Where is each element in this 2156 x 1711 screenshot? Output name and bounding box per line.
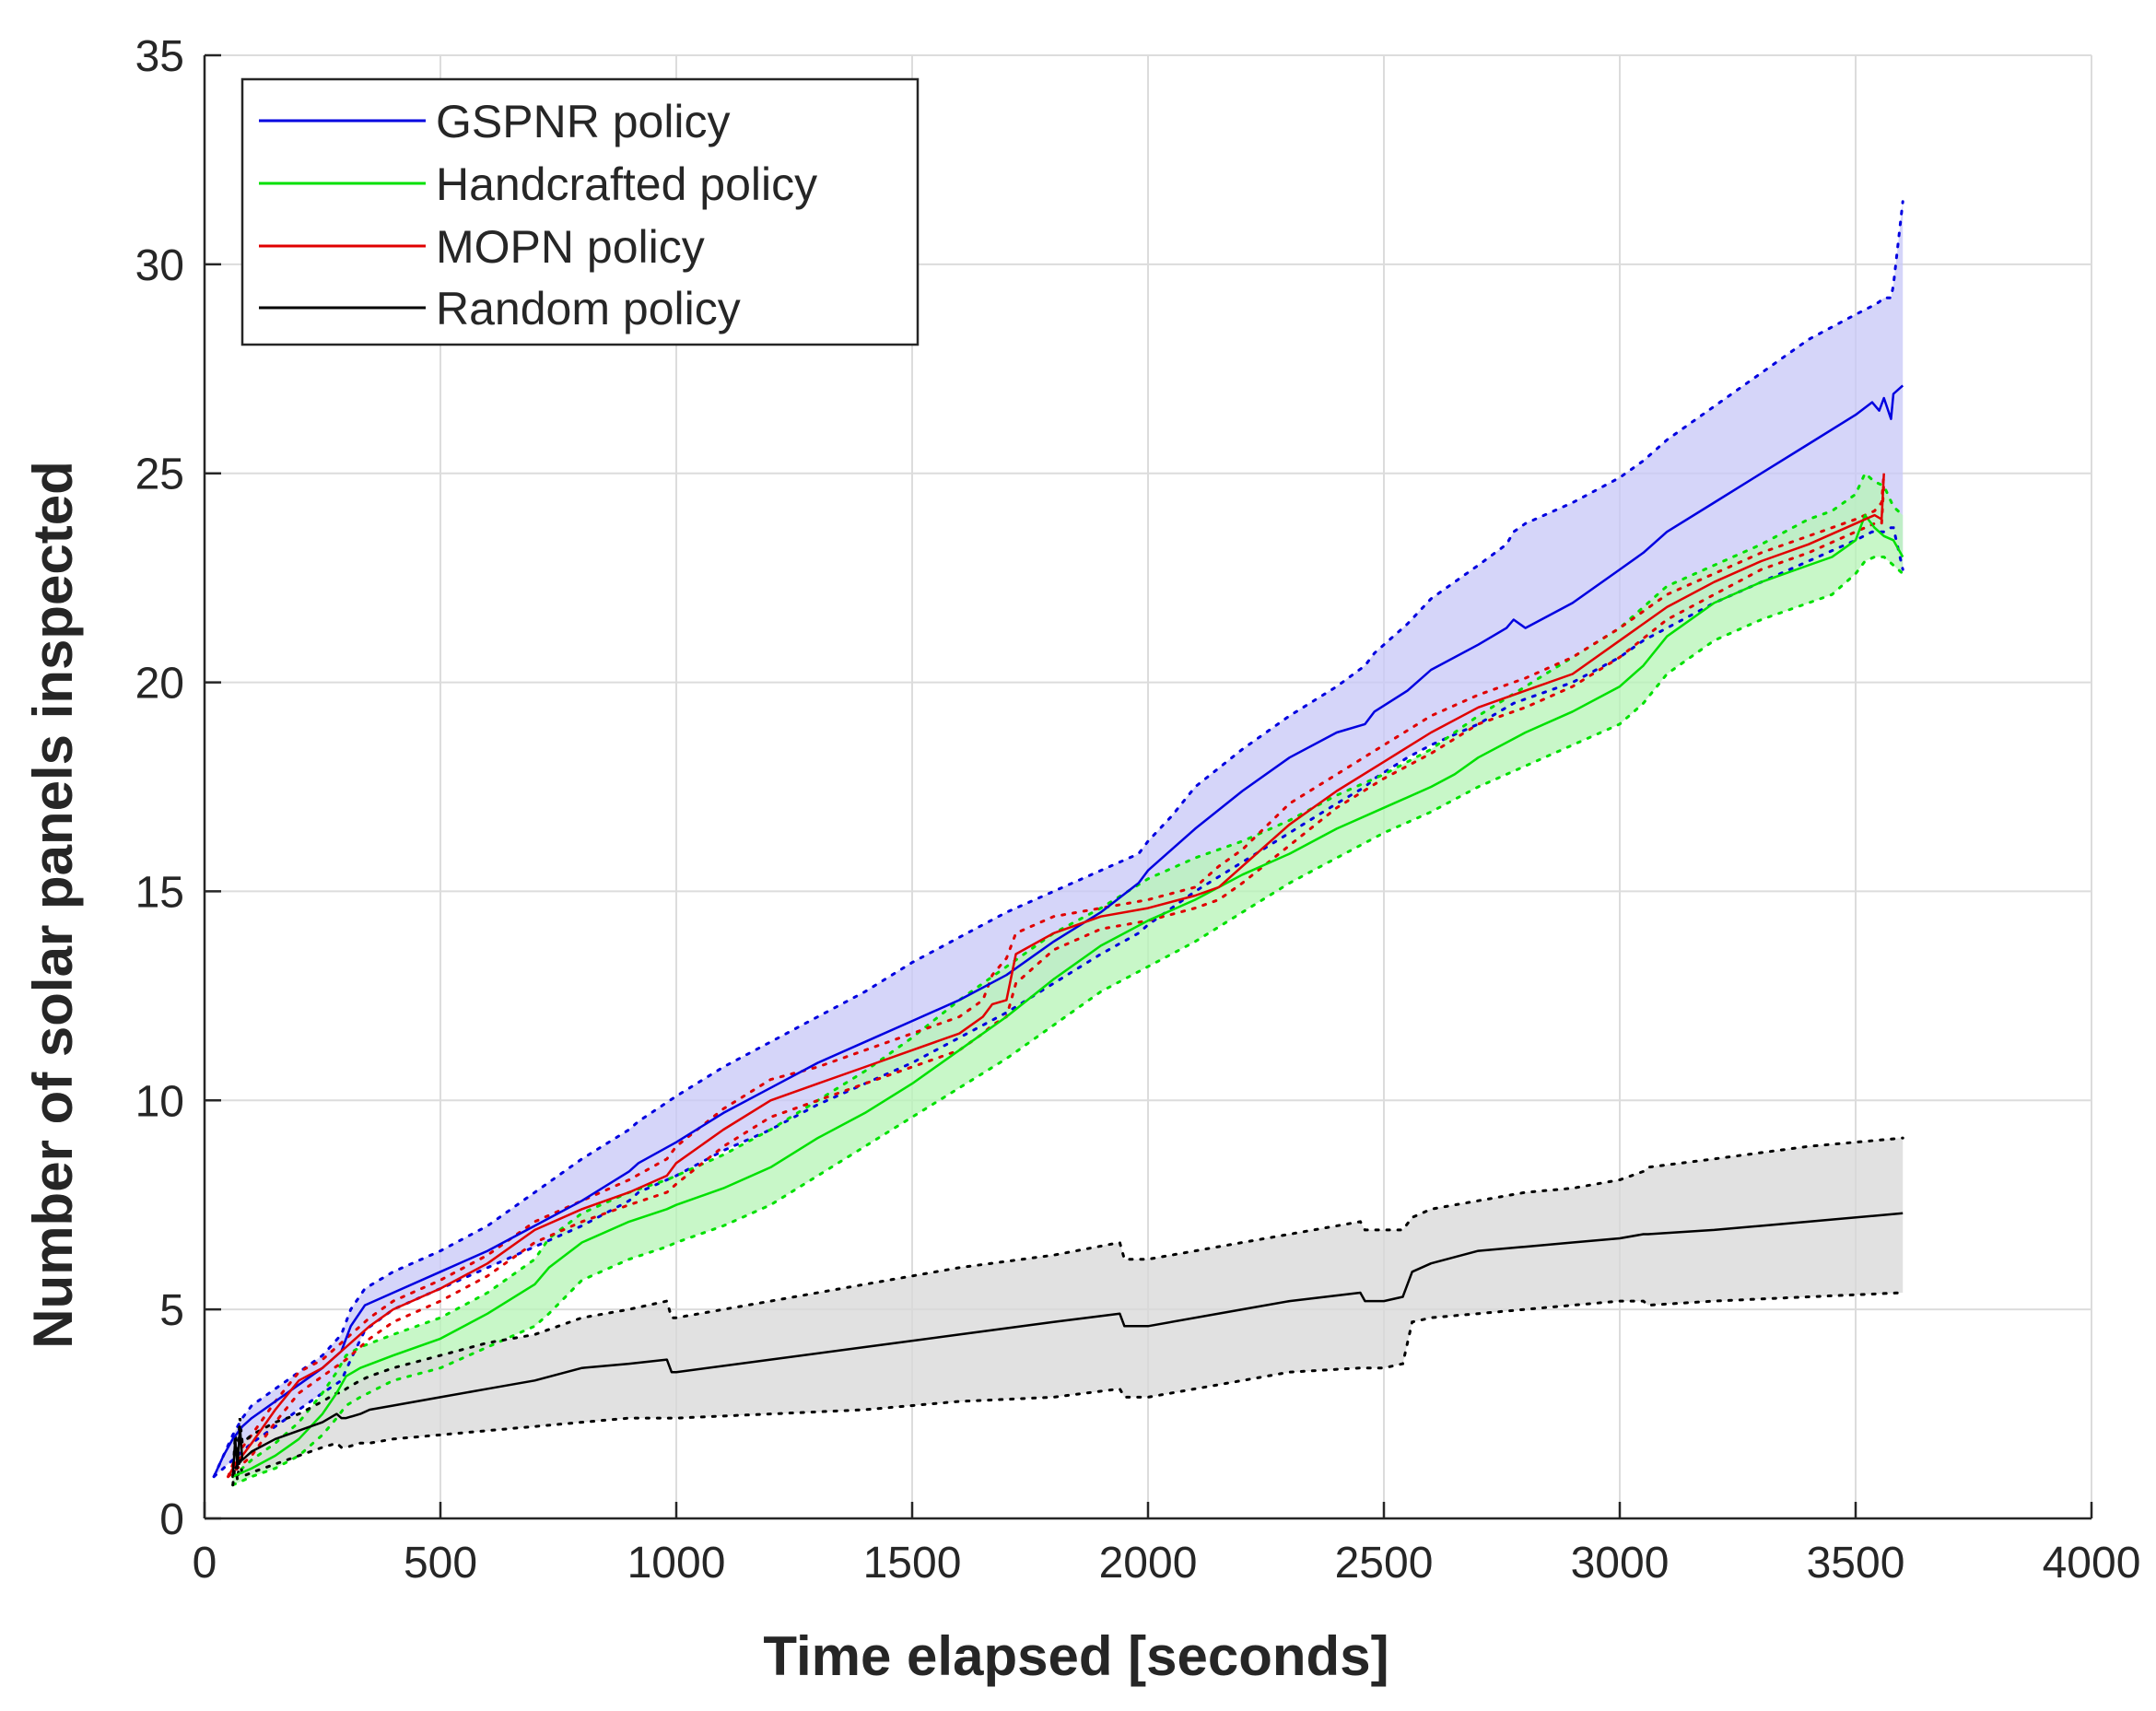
legend-label-gspnr: GSPNR policy — [436, 96, 731, 147]
series-line-handcrafted-policy — [232, 513, 1904, 1478]
series-line-mopn-policy — [227, 473, 1885, 1478]
handcrafted-policy-lower-bound — [231, 556, 1904, 1487]
legend-box — [240, 77, 920, 346]
y-tick-label: 15 — [135, 868, 184, 917]
random-policy-upper-bound — [231, 1136, 1904, 1479]
series-line-random-policy — [231, 1212, 1904, 1477]
legend-label-random: Random policy — [436, 283, 741, 334]
x-tick-label: 1500 — [863, 1539, 962, 1588]
legend: GSPNR policy Handcrafted policy MOPN pol… — [240, 77, 920, 346]
x-tick-label: 0 — [193, 1539, 217, 1588]
x-tick-label: 1000 — [627, 1539, 726, 1588]
y-tick-label: 35 — [135, 32, 184, 81]
handcrafted-policy-upper-bound — [231, 471, 1904, 1479]
x-tick-label: 500 — [404, 1539, 477, 1588]
tick-labels: 0 500 1000 1500 2000 2500 3000 3500 4000 0 5 10 15 20… — [135, 32, 2141, 1588]
gspnr-policy-lower-bound — [212, 526, 1904, 1479]
x-tick-label: 4000 — [2043, 1539, 2141, 1588]
y-tick-label: 10 — [135, 1077, 184, 1126]
x-tick-label: 3500 — [1807, 1539, 1905, 1588]
x-tick-label: 3000 — [1571, 1539, 1670, 1588]
y-axis-title: Number of solar panels inspected — [22, 461, 84, 1349]
band-handcrafted-policy — [232, 473, 1904, 1485]
random-policy-lower-bound — [231, 1291, 1904, 1487]
legend-label-mopn: MOPN policy — [436, 221, 705, 273]
y-tick-label: 30 — [135, 241, 184, 290]
y-tick-label: 20 — [135, 660, 184, 709]
y-tick-label: 5 — [159, 1286, 184, 1335]
band-random-policy — [232, 1138, 1904, 1485]
y-tick-label: 25 — [135, 451, 184, 499]
x-axis-title: Time elapsed [seconds] — [763, 1625, 1389, 1687]
mopn-policy-upper-bound — [227, 472, 1886, 1479]
x-tick-label: 2500 — [1335, 1539, 1434, 1588]
series-lines — [213, 384, 1904, 1478]
confidence-bands — [214, 201, 1904, 1485]
legend-label-handcrafted: Handcrafted policy — [436, 158, 817, 210]
y-tick-label: 0 — [159, 1495, 184, 1544]
x-tick-label: 2000 — [1099, 1539, 1198, 1588]
gspnr-policy-upper-bound — [212, 200, 1904, 1479]
band-gspnr-policy — [214, 201, 1904, 1477]
axes — [203, 53, 2093, 1520]
series-line-gspnr-policy — [213, 384, 1904, 1478]
